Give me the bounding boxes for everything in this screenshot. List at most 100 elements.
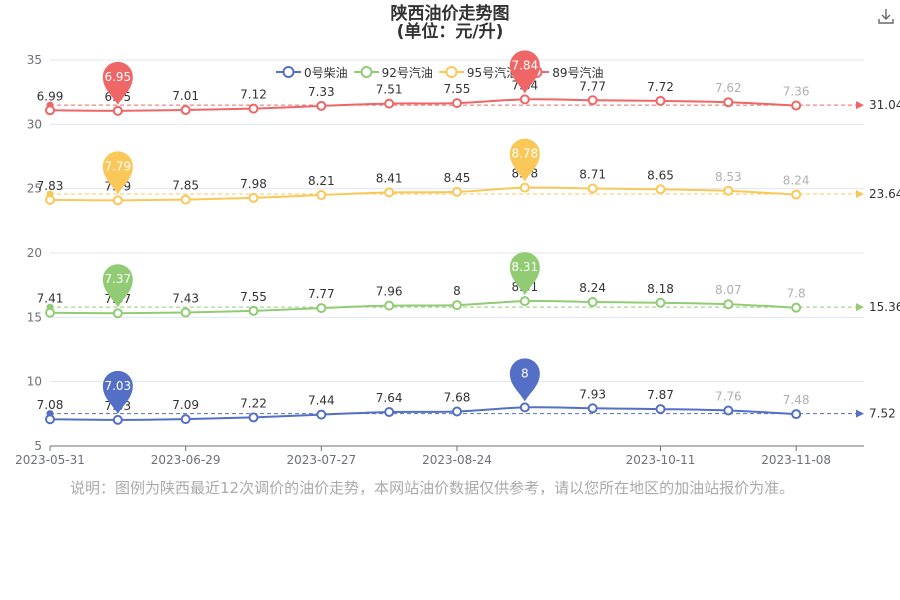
x-tick-label: 2023-11-08 [761, 453, 831, 467]
average-label: 7.52 [869, 407, 896, 421]
pin-shape [102, 370, 133, 414]
data-label: 7.85 [172, 179, 199, 193]
data-point [519, 94, 530, 105]
average-label: 15.36 [869, 300, 900, 314]
y-tick-label: 30 [27, 117, 42, 131]
pin-label: 6.95 [104, 70, 131, 84]
max-pin: 8.31 [509, 252, 540, 296]
data-label: 7.93 [579, 387, 606, 401]
data-point [723, 405, 734, 416]
pin-label: 8 [521, 366, 529, 380]
legend-marker [438, 66, 464, 78]
data-point [791, 302, 802, 313]
pin-shape [509, 358, 540, 402]
data-label: 8.65 [647, 168, 674, 182]
data-label: 8 [453, 284, 461, 298]
data-label: 7.12 [240, 88, 267, 102]
legend-marker [276, 66, 301, 78]
data-point [316, 100, 327, 111]
data-point [384, 300, 395, 311]
data-point [723, 185, 734, 196]
data-label: 8.24 [579, 281, 606, 295]
y-tick-label: 25 [27, 182, 42, 196]
data-point [180, 105, 191, 116]
data-point [452, 300, 462, 311]
pin-label: 7.03 [104, 379, 131, 393]
data-point [587, 403, 598, 414]
data-label: 7.55 [240, 290, 267, 304]
data-label: 8.71 [579, 168, 606, 182]
data-point [791, 100, 802, 111]
data-label: 7.36 [783, 85, 810, 99]
data-label: 7.96 [376, 285, 403, 299]
data-label: 8.24 [783, 174, 810, 188]
data-label: 7.87 [647, 388, 674, 402]
max-pin: 8.78 [509, 138, 540, 182]
x-tick-label: 2023-06-29 [151, 453, 221, 467]
data-label: 7.01 [172, 89, 199, 103]
data-point [112, 105, 123, 116]
data-point [519, 296, 530, 307]
data-label: 8.53 [715, 170, 742, 184]
data-point [45, 414, 55, 425]
data-point [112, 414, 123, 425]
pin-label: 8.78 [511, 147, 538, 161]
data-point [723, 97, 734, 108]
data-point [248, 192, 259, 203]
pin-label: 8.31 [511, 260, 538, 274]
data-point [248, 305, 259, 316]
legend-item-gasoline-92[interactable]: 92号汽油 [353, 64, 433, 81]
download-icon[interactable] [876, 6, 896, 26]
legend-label: 95号汽油 [466, 65, 519, 80]
data-label: 6.99 [37, 89, 64, 103]
series-line [49, 98, 797, 112]
data-label: 7.33 [308, 85, 335, 99]
data-point [519, 182, 530, 193]
pin-shape [102, 151, 133, 195]
data-point [791, 189, 802, 200]
pin-shape [509, 138, 540, 182]
legend-marker [353, 66, 379, 78]
min-pin: 7.79 [102, 151, 133, 195]
chart-title: 陕西油价走势图 [390, 4, 510, 24]
data-label: 7.72 [647, 80, 674, 94]
x-tick-label: 2023-07-27 [286, 453, 356, 467]
pin-label: 7.84 [511, 58, 538, 72]
min-pin: 6.95 [102, 61, 133, 105]
max-pin: 7.84 [509, 50, 540, 94]
chart-legend: 0号柴油 92号汽油 95号汽油 89号汽油 [276, 64, 609, 80]
data-point [180, 307, 191, 318]
data-label: 7.77 [308, 287, 335, 301]
data-label: 7.98 [240, 177, 267, 191]
y-tick-label: 35 [27, 53, 42, 67]
data-point [452, 406, 462, 417]
chart-subtitle: (单位：元/升) [396, 22, 504, 42]
y-tick-label: 10 [27, 375, 42, 389]
average-arrow [856, 303, 864, 312]
pin-shape [509, 50, 540, 94]
data-point [316, 303, 327, 314]
data-label: 8.18 [647, 282, 674, 296]
legend-item-diesel-0[interactable]: 0号柴油 [276, 64, 348, 81]
data-point [384, 187, 395, 198]
data-label: 7.51 [376, 83, 403, 97]
average-arrow [856, 101, 864, 110]
average-arrow [856, 189, 864, 198]
data-point [112, 308, 123, 319]
data-point [587, 95, 598, 106]
data-label: 7.68 [444, 391, 471, 405]
data-label: 8.07 [715, 283, 742, 297]
data-label: 7.41 [37, 292, 64, 306]
data-label: 7.09 [172, 398, 199, 412]
data-point [180, 414, 191, 425]
average-label: 31.04 [869, 98, 900, 112]
pin-shape [509, 252, 540, 296]
data-point [45, 307, 55, 318]
data-point [655, 95, 666, 106]
average-arrow [856, 409, 864, 418]
data-point [655, 184, 666, 195]
data-point [45, 105, 55, 116]
legend-item-gasoline-95[interactable]: 95号汽油 [438, 64, 519, 81]
data-label: 7.22 [240, 396, 267, 410]
